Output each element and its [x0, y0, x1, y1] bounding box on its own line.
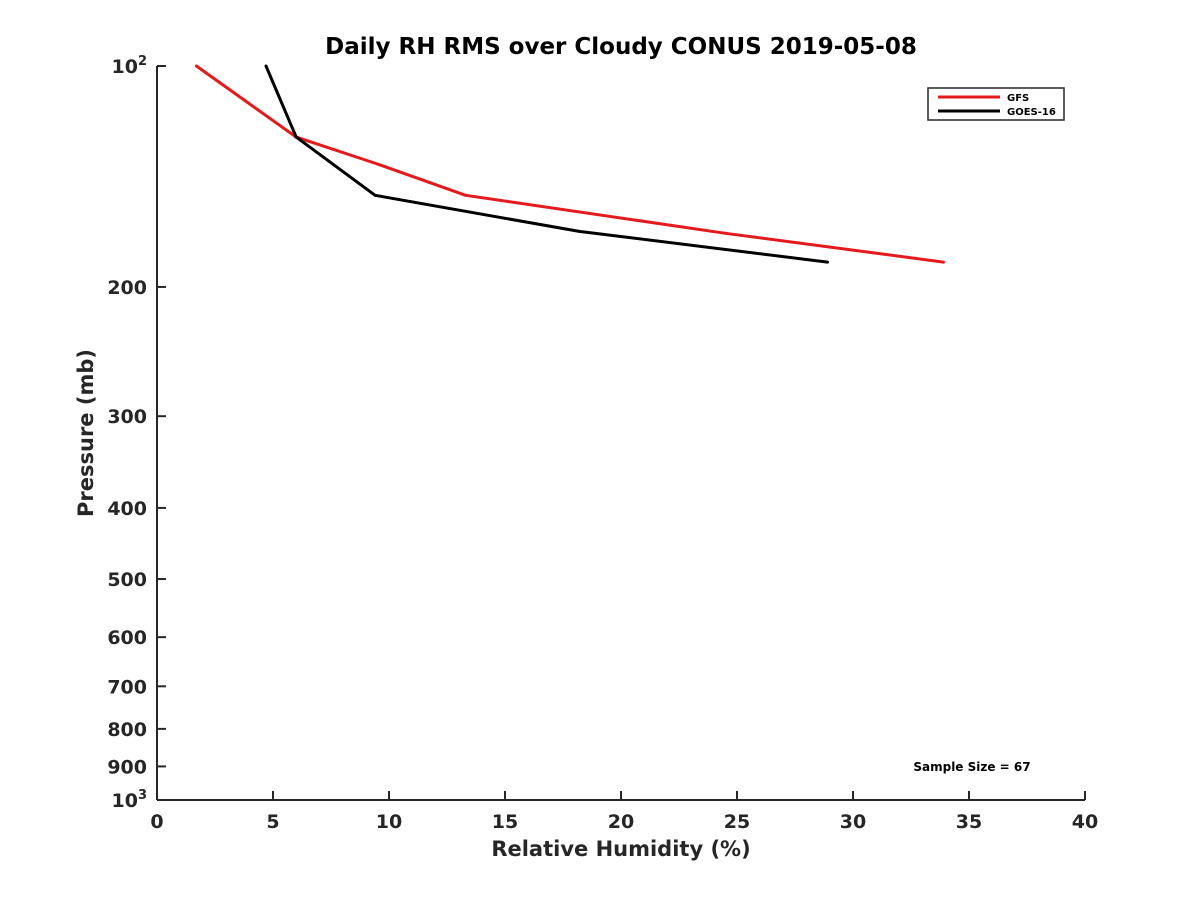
y-tick-label-base: 500	[107, 569, 147, 591]
legend: GFS GOES-16	[927, 87, 1065, 121]
y-axis-label: Pressure (mb)	[74, 349, 98, 517]
y-tick-label: 200	[107, 277, 147, 299]
data-point-goes-16	[264, 64, 268, 68]
y-tick-label: 600	[107, 627, 147, 649]
y-tick-label-exponent: 2	[138, 54, 147, 69]
y-tick-label: 900	[107, 756, 147, 778]
x-tick-label: 15	[492, 811, 518, 833]
legend-box	[927, 87, 1065, 121]
data-point-gfs	[723, 231, 727, 235]
y-tick-label: 102	[112, 54, 148, 78]
x-axis-label: Relative Humidity (%)	[491, 837, 750, 861]
y-tick-label-base: 600	[107, 627, 147, 649]
y-tick-label-base: 300	[107, 406, 147, 428]
x-tick-label: 30	[840, 811, 866, 833]
data-point-gfs	[194, 64, 198, 68]
y-tick-label-exponent: 3	[138, 788, 147, 803]
series-line-goes-16	[264, 65, 828, 264]
x-tick-label: 0	[150, 811, 163, 833]
y-tick-label: 400	[107, 498, 147, 520]
x-tick-label: 10	[376, 811, 402, 833]
series-line-gfs	[195, 64, 944, 264]
data-point-goes-16	[294, 135, 298, 139]
sample-size-note: Sample Size = 67	[913, 760, 1030, 774]
x-tick-label: 5	[266, 811, 279, 833]
y-tick-label-base: 900	[107, 756, 147, 778]
y-tick-label: 700	[107, 676, 147, 698]
y-tick-label: 103	[112, 788, 148, 812]
y-tick-label-base: 10	[112, 790, 138, 812]
x-tick-label: 25	[724, 811, 750, 833]
data-point-gfs	[375, 162, 379, 166]
x-ticks: 0 5 10 15 20 25 30 35 40	[150, 791, 1098, 833]
legend-label-goes-16: GOES-16	[1007, 107, 1056, 118]
y-tick-label-base: 10	[112, 56, 138, 78]
data-point-gfs	[464, 193, 468, 197]
x-tick-label: 35	[956, 811, 982, 833]
data-point-goes-16	[825, 260, 829, 264]
x-tick-label: 40	[1072, 811, 1098, 833]
chart-title: Daily RH RMS over Cloudy CONUS 2019-05-0…	[325, 34, 917, 60]
axes	[156, 66, 1085, 801]
legend-label-gfs: GFS	[1007, 93, 1029, 104]
y-tick-label-base: 400	[107, 498, 147, 520]
data-point-gfs	[941, 260, 945, 264]
y-tick-label: 500	[107, 569, 147, 591]
data-point-goes-16	[577, 229, 581, 233]
series-layer	[194, 64, 945, 264]
y-tick-label: 300	[107, 406, 147, 428]
data-point-goes-16	[373, 193, 377, 197]
x-tick-label: 20	[608, 811, 634, 833]
y-tick-label-base: 800	[107, 719, 147, 741]
y-tick-label-base: 200	[107, 277, 147, 299]
y-tick-label: 800	[107, 719, 147, 741]
y-tick-label-base: 700	[107, 676, 147, 698]
